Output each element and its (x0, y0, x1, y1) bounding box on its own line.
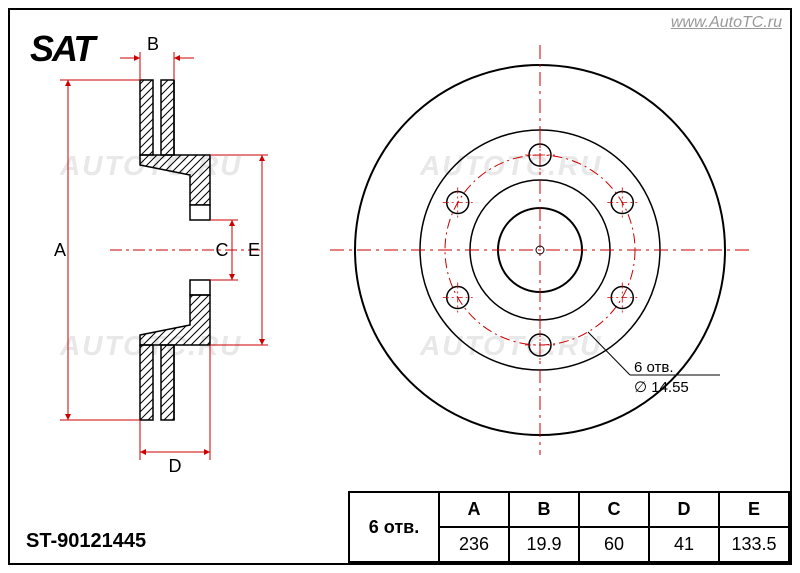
dim-label-b: B (147, 34, 159, 54)
col-b: B (509, 492, 579, 527)
dim-label-a: A (54, 240, 66, 260)
dimension-table: 6 отв. A B C D E 236 19.9 60 41 133.5 (348, 491, 790, 563)
col-e: E (719, 492, 789, 527)
val-d: 41 (649, 527, 719, 562)
dim-label-c: C (216, 240, 229, 260)
dim-label-e: E (248, 240, 260, 260)
val-e: 133.5 (719, 527, 789, 562)
technical-drawing: B A C E D 6 отв. ∅ 14.55 (0, 0, 800, 573)
table-row-label: 6 отв. (349, 492, 439, 562)
col-a: A (439, 492, 509, 527)
hole-note-2: ∅ 14.55 (634, 379, 689, 396)
dim-label-d: D (169, 456, 182, 476)
val-b: 19.9 (509, 527, 579, 562)
val-a: 236 (439, 527, 509, 562)
part-number: ST-90121445 (26, 530, 146, 553)
col-c: C (579, 492, 649, 527)
val-c: 60 (579, 527, 649, 562)
hole-note-1: 6 отв. (634, 359, 674, 376)
col-d: D (649, 492, 719, 527)
